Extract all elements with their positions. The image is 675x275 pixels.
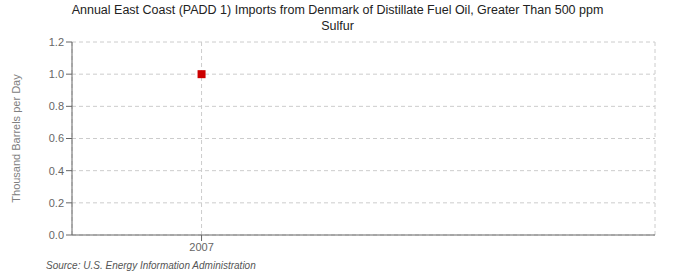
svg-text:1.0: 1.0: [49, 68, 64, 80]
svg-text:0.6: 0.6: [49, 132, 64, 144]
html-text:Source: U.S. Energy Informatio: Source: U.S. Energy Information Administ…: [46, 260, 256, 271]
html-text:Sulfur: Sulfur: [321, 19, 354, 33]
svg-text:1.2: 1.2: [49, 36, 64, 48]
svg-text:0.0: 0.0: [49, 229, 64, 241]
svg-text:0.2: 0.2: [49, 197, 64, 209]
svg-text:2007: 2007: [189, 241, 213, 253]
html-text:Annual East Coast (PADD 1) Imp: Annual East Coast (PADD 1) Imports from …: [71, 3, 604, 17]
svg-text:Thousand Barrels per Day: Thousand Barrels per Day: [10, 74, 22, 203]
svg-text:0.4: 0.4: [49, 165, 64, 177]
svg-text:0.8: 0.8: [49, 100, 64, 112]
